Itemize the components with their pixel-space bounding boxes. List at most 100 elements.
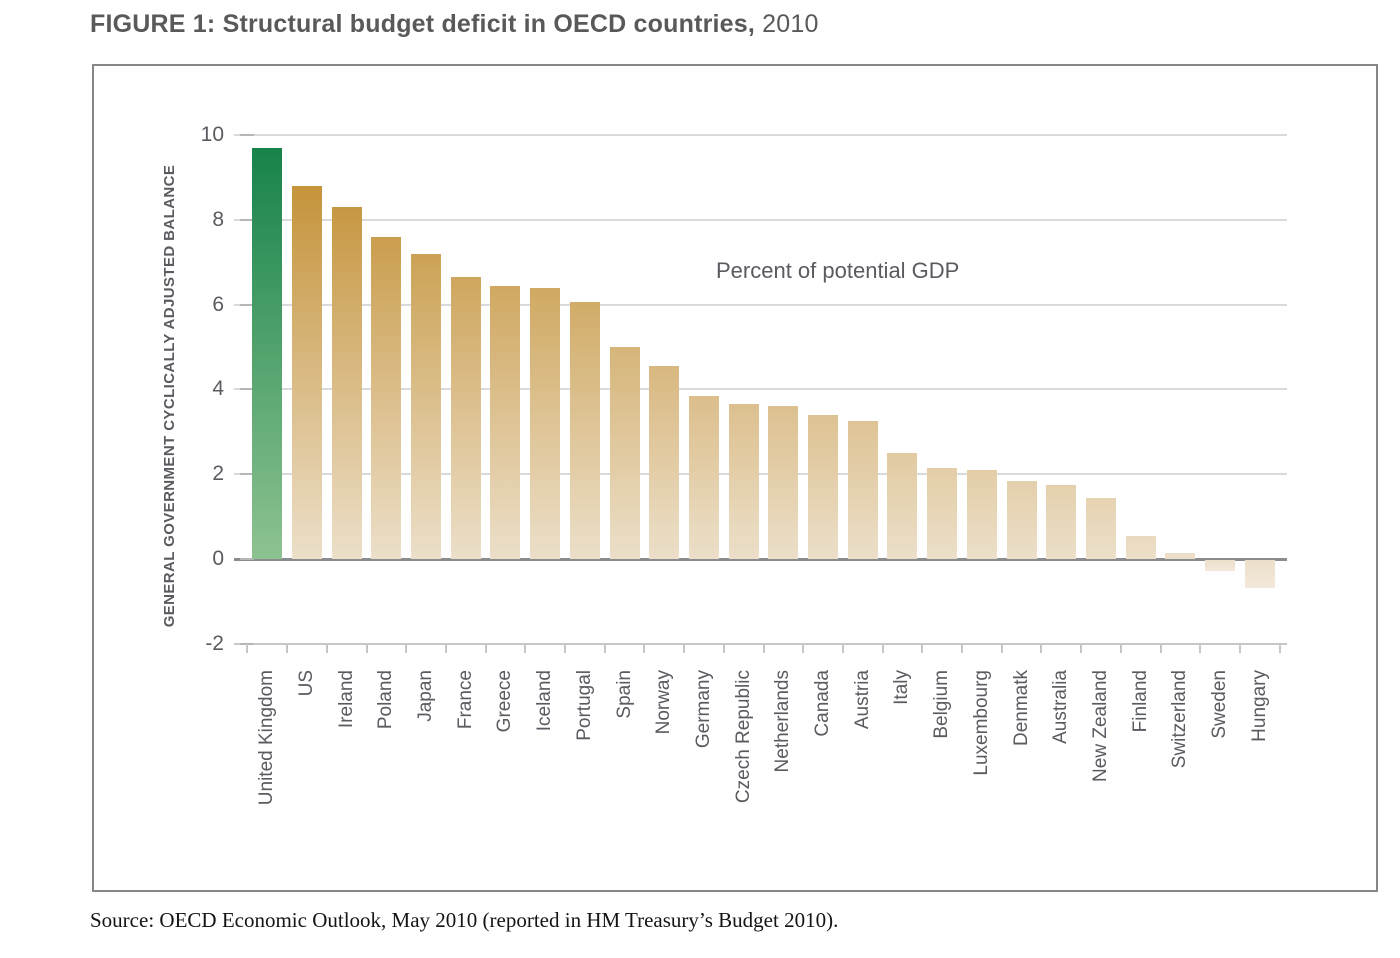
- y-tick-label-10: 10: [200, 123, 224, 146]
- y-tick-4: [240, 388, 254, 391]
- y-axis-title: GENERAL GOVERNMENT CYCLICALLY ADJUSTED B…: [161, 164, 178, 628]
- x-tick-3: [365, 644, 368, 653]
- x-label-portugal: Portugal: [573, 670, 595, 741]
- x-label-us: US: [295, 670, 317, 697]
- bar-germany: [688, 395, 719, 559]
- x-label-iceland: Iceland: [534, 670, 556, 732]
- zero-line: [234, 558, 1287, 561]
- x-label-united-kingdom: United Kingdom: [256, 670, 278, 806]
- gridline-4: [234, 388, 1287, 391]
- x-tick-4: [405, 644, 408, 653]
- x-label-france: France: [454, 670, 476, 730]
- y-tick-0: [240, 558, 254, 560]
- bar-iceland: [530, 287, 561, 559]
- bar-canada: [808, 414, 839, 559]
- x-label-spain: Spain: [613, 670, 635, 719]
- bar-netherlands: [768, 406, 799, 559]
- x-tick-18: [961, 644, 963, 653]
- x-tick-21: [1080, 644, 1083, 653]
- bar-austria: [847, 421, 878, 559]
- x-label-germany: Germany: [692, 670, 714, 749]
- bar-switzerland: [1165, 552, 1196, 559]
- bar-portugal: [569, 302, 600, 559]
- x-tick-20: [1040, 644, 1043, 653]
- x-label-poland: Poland: [375, 670, 397, 730]
- x-tick-15: [841, 644, 844, 653]
- gridline-2: [234, 473, 1287, 476]
- x-tick-19: [1000, 644, 1003, 653]
- x-label-ireland: Ireland: [335, 670, 357, 729]
- x-label-belgium: Belgium: [931, 670, 953, 739]
- chart-figure-box: 10 8 6 4 2 0 -2 United Kingdom US Ireland Poland Ja…: [92, 64, 1378, 892]
- x-tick-0: [246, 644, 249, 653]
- bar-france: [450, 277, 481, 559]
- x-tick-9: [603, 644, 606, 653]
- figure-title-year: 2010: [755, 10, 819, 38]
- x-label-japan: Japan: [415, 670, 437, 722]
- x-tick-8: [564, 644, 566, 653]
- x-axis-line: [234, 642, 1287, 645]
- x-tick-2: [325, 644, 328, 653]
- x-label-czech-republic: Czech Republic: [732, 670, 754, 804]
- gridline-10: [234, 134, 1287, 136]
- x-tick-23: [1159, 644, 1162, 653]
- x-tick-14: [802, 644, 805, 653]
- x-label-italy: Italy: [891, 670, 913, 705]
- page-title: FIGURE 1: Structural budget deficit in O…: [90, 10, 819, 39]
- y-tick-label-4: 4: [212, 377, 224, 401]
- x-label-denmatk: Denmatk: [1010, 670, 1032, 747]
- x-tick-17: [921, 644, 924, 653]
- bar-japan: [411, 253, 442, 559]
- source-text: Source: OECD Economic Outlook, May 2010 …: [90, 908, 839, 932]
- y-tick-label-2: 2: [212, 462, 224, 486]
- x-tick-22: [1119, 644, 1122, 653]
- bar-ireland: [331, 207, 362, 559]
- y-tick-8: [240, 218, 254, 221]
- x-tick-10: [643, 644, 646, 653]
- x-tick-7: [524, 644, 527, 653]
- y-tick-label-0: 0: [212, 547, 224, 570]
- x-tick-26: [1278, 644, 1281, 653]
- x-label-sweden: Sweden: [1209, 670, 1231, 739]
- bar-australia: [1046, 484, 1077, 559]
- bar-us: [291, 185, 322, 559]
- gridline-6: [234, 303, 1287, 306]
- x-label-canada: Canada: [812, 670, 834, 737]
- bar-spain: [609, 347, 640, 559]
- x-label-finland: Finland: [1129, 670, 1151, 733]
- x-tick-24: [1199, 644, 1202, 653]
- x-label-switzerland: Switzerland: [1169, 670, 1191, 769]
- bar-belgium: [927, 467, 958, 559]
- bar-hungary: [1244, 560, 1275, 588]
- x-label-australia: Australia: [1050, 670, 1072, 744]
- bar-sweden: [1205, 560, 1236, 571]
- bar-luxembourg: [966, 469, 997, 559]
- x-label-austria: Austria: [851, 670, 873, 730]
- x-tick-6: [484, 644, 487, 653]
- x-tick-25: [1238, 644, 1241, 653]
- bar-denmatk: [1006, 480, 1037, 559]
- gridline-8: [234, 218, 1287, 221]
- bar-new-zealand: [1085, 497, 1116, 559]
- bar-poland: [371, 236, 402, 559]
- annotation-percent-of-potential-gdp: Percent of potential GDP: [716, 258, 960, 283]
- x-label-luxembourg: Luxembourg: [970, 670, 992, 776]
- x-label-netherlands: Netherlands: [772, 670, 794, 773]
- x-tick-5: [444, 644, 447, 653]
- bar-united-kingdom: [252, 147, 283, 559]
- x-label-new-zealand: New Zealand: [1089, 670, 1111, 782]
- x-tick-11: [683, 644, 686, 653]
- x-label-hungary: Hungary: [1248, 670, 1270, 742]
- y-tick--2: [240, 642, 254, 645]
- x-tick-1: [286, 644, 289, 653]
- y-tick-2: [240, 473, 254, 476]
- y-tick-10: [240, 134, 254, 136]
- x-tick-13: [762, 644, 765, 653]
- bar-greece: [490, 285, 521, 559]
- y-tick-label--2: -2: [205, 631, 224, 655]
- x-tick-16: [881, 644, 884, 653]
- figure-title-main: FIGURE 1: Structural budget deficit in O…: [90, 10, 756, 38]
- bar-czech-republic: [728, 404, 759, 559]
- bar-finland: [1125, 535, 1156, 559]
- y-tick-6: [240, 303, 254, 306]
